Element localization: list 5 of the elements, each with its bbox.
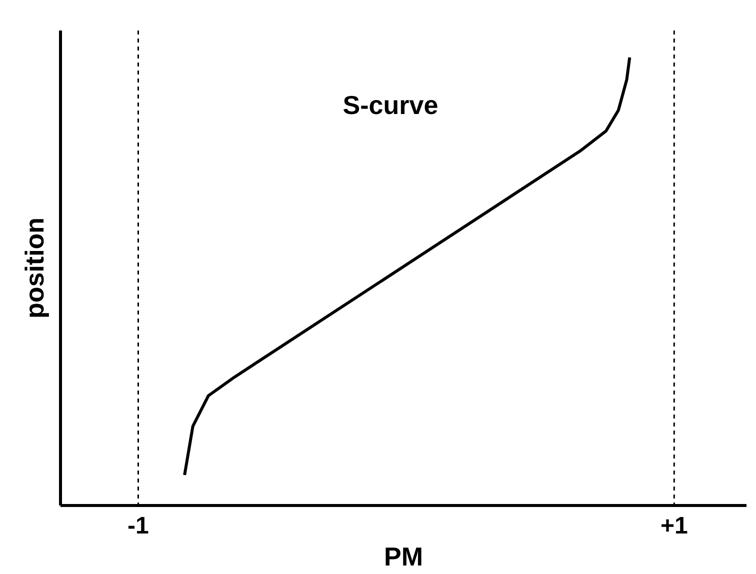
y-axis-title: position xyxy=(20,217,50,319)
x-tick-label: -1 xyxy=(128,512,149,540)
x-axis-title: PM xyxy=(384,542,423,572)
x-tick-label: +1 xyxy=(660,512,688,540)
text: S-curve xyxy=(342,90,438,120)
